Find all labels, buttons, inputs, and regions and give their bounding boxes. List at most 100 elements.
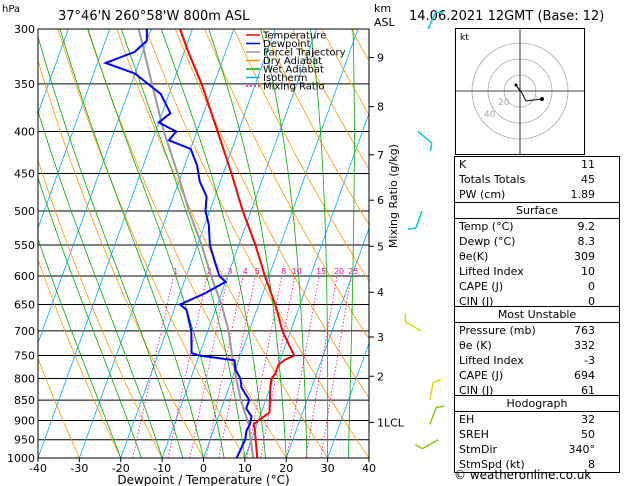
surface-value: 0 [588, 295, 595, 308]
dry-adiabat-line [174, 29, 369, 399]
legend-label: Isotherm [263, 73, 307, 84]
surface-label: Temp (°C) [459, 220, 514, 233]
hodo-label: StmSpd (kt) [459, 458, 525, 471]
x-tick-label: -20 [112, 462, 130, 475]
wind-barb-flag [435, 11, 444, 14]
hodo-value: 340° [568, 443, 596, 456]
dry-adiabat-line [233, 29, 369, 283]
index-row: PW (cm) 1.89 [455, 187, 619, 202]
unstable-row: Lifted Index -3 [455, 353, 619, 368]
wet-adiabat-line [347, 29, 355, 458]
surface-label: Dewp (°C) [459, 235, 516, 248]
hodo-label: EH [459, 413, 475, 426]
hodo-value: 50 [581, 428, 595, 441]
legend-label: Dewpoint [263, 39, 311, 50]
hodograph-point [540, 97, 544, 101]
most-unstable-table: Most Unstable Pressure (mb) 763 θe (K) 332 L… [454, 306, 620, 399]
index-value: 45 [581, 173, 595, 186]
wind-barb [427, 11, 444, 30]
unstable-value: 694 [574, 369, 595, 382]
wind-barb-flag [407, 227, 416, 231]
pressure-tick-label: 400 [14, 126, 35, 139]
isotherm-line [285, 226, 369, 458]
dry-adiabat-line [38, 59, 204, 458]
dewpoint-line [102, 29, 253, 458]
isotherm-line [38, 29, 193, 458]
legend-label: Parcel Trajectory [263, 48, 346, 59]
mixing-ratio-label: 5 [255, 267, 260, 276]
surface-label: Lifted Index [459, 265, 524, 278]
pressure-tick-label: 1000 [7, 452, 35, 465]
surface-label: CIN (J) [459, 295, 494, 308]
mixing-ratio-axis-title: Mixing Ratio (g/kg) [387, 144, 400, 248]
dry-adiabat-line [87, 29, 287, 458]
wind-barb-staff [429, 407, 437, 425]
mixing-ratio-line [260, 275, 296, 458]
wet-adiabat-line [160, 29, 266, 458]
x-tick-label: 20 [279, 462, 293, 475]
isotherm-line [327, 341, 369, 458]
wind-barb [404, 313, 422, 332]
dry-adiabat-line [57, 29, 246, 458]
wet-adiabat-line [59, 29, 204, 458]
surface-row: Lifted Index 10 [455, 264, 619, 279]
hodo-label: SREH [459, 428, 489, 441]
mixing-ratio-line [305, 275, 338, 458]
dry-adiabat-line [204, 29, 369, 340]
mixing-ratio-label: 20 [334, 267, 344, 276]
surface-row: θe(K) 309 [455, 249, 619, 264]
dry-adiabat-line [262, 29, 369, 226]
hpa-unit-label: hPa [2, 4, 20, 15]
wind-barb-staff [422, 439, 439, 450]
wind-barb-flag [404, 313, 407, 322]
pressure-tick-label: 500 [14, 205, 35, 218]
legend-label: Wet Adiabat [263, 65, 324, 76]
index-row: K 11 [455, 157, 619, 172]
hodo-value: 32 [581, 413, 595, 426]
datetime-title: 14.06.2021 12GMT (Base: 12) [409, 9, 604, 24]
wind-barb [417, 130, 433, 152]
surface-row: Temp (°C) 9.2 [455, 219, 619, 234]
km-tick-label: 1LCL [377, 416, 405, 429]
isotherm-line [161, 29, 317, 458]
pressure-tick-label: 700 [14, 325, 35, 338]
wind-barb-staff [429, 382, 434, 401]
mixing-ratio-label: 25 [348, 267, 358, 276]
mixing-ratio-line [286, 275, 320, 458]
x-tick-label: 10 [238, 462, 252, 475]
dry-adiabat-line [38, 159, 163, 458]
plot-area: 1 2 3 4 5 8 10 15 20 25 [38, 29, 369, 458]
mixing-ratio-label: 1 [173, 267, 178, 276]
isotherm-line [38, 29, 152, 345]
unstable-value: -3 [584, 354, 595, 367]
hodograph-trace [515, 84, 543, 102]
hodo-value: 8 [588, 458, 595, 471]
isotherm-line [38, 29, 111, 230]
mixing-ratio-line [205, 275, 244, 458]
x-tick-label: 30 [321, 462, 335, 475]
pressure-tick-label: 650 [14, 299, 35, 312]
location-title: 37°46'N 260°58'W 800m ASL [58, 9, 250, 24]
pressure-tick-label: 800 [14, 372, 35, 385]
legend-label: Temperature [262, 31, 326, 42]
wind-barb-staff [417, 130, 433, 144]
wet-adiabat-line [38, 110, 163, 458]
surface-row: CIN (J) 0 [455, 294, 619, 309]
pressure-tick-label: 350 [14, 78, 35, 91]
mixing-ratio-label: 3 [227, 267, 232, 276]
wet-adiabat-line [38, 237, 122, 458]
dry-adiabat-line [38, 357, 80, 458]
unstable-row: CIN (J) 61 [455, 383, 619, 398]
unstable-label: CIN (J) [459, 384, 494, 397]
hodograph-title: Hodograph [455, 396, 619, 412]
dry-adiabat-line [292, 29, 369, 171]
wet-adiabat-line [38, 35, 184, 458]
surface-label: θe(K) [459, 250, 489, 263]
km-tick-label: 9 [377, 52, 384, 65]
wind-barb-staff [405, 321, 422, 332]
isotherm-line [38, 29, 69, 115]
pressure-tick-label: 600 [14, 270, 35, 283]
km-tick-label: 2 [377, 370, 384, 383]
x-tick-label: -10 [153, 462, 171, 475]
